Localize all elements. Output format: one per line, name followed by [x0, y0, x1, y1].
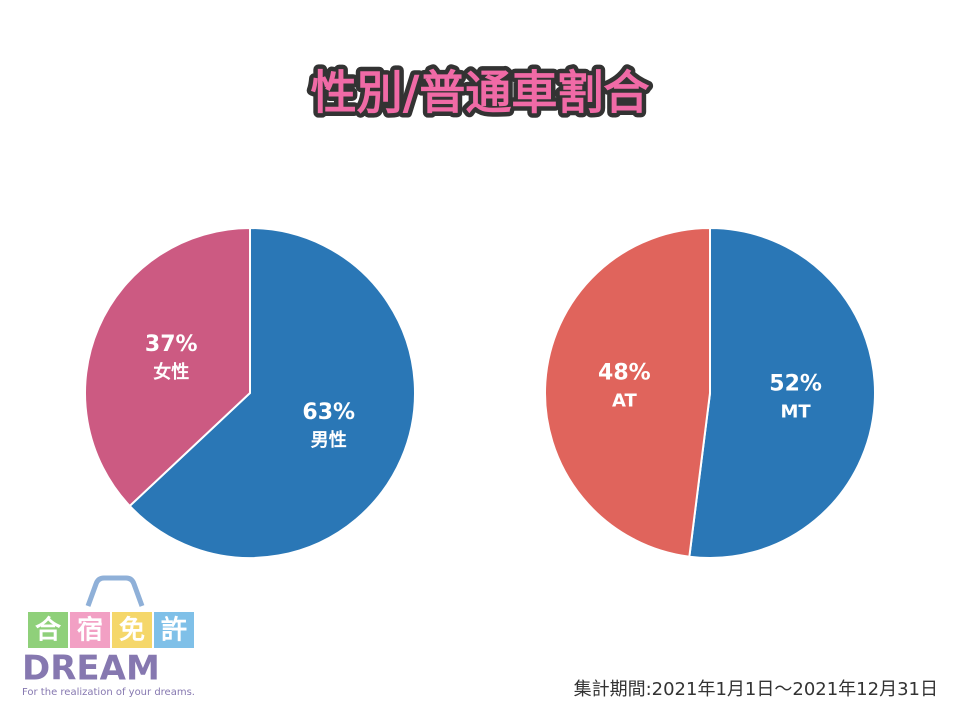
title: 性別/普通車割合 — [311, 66, 650, 120]
logo-box — [70, 612, 110, 648]
logo-tagline: For the realization of your dreams. — [22, 687, 195, 698]
logo-box — [112, 612, 152, 648]
value-label: 63% — [302, 400, 355, 425]
logo-box — [154, 612, 194, 648]
logo-char: 許 — [161, 616, 187, 646]
logo-char: 免 — [119, 615, 145, 646]
value-label: 37% — [145, 332, 198, 357]
value-label: 52% — [769, 371, 822, 396]
value-label: 48% — [598, 361, 651, 386]
category-label: AT — [612, 391, 638, 412]
period-note: 集計期間:2021年1月1日～2021年12月31日 — [574, 679, 938, 700]
logo-brand: DREAM — [22, 649, 160, 689]
pie-slice — [84, 226, 251, 508]
logo-char: 宿 — [77, 615, 103, 646]
category-label: 女性 — [153, 361, 189, 383]
pie-slice — [128, 226, 416, 559]
pie-charts: 63% 男性 37% 女性 52% MT 48% AT — [84, 226, 876, 559]
category-label: 男性 — [311, 429, 347, 451]
pie-slice — [544, 226, 711, 558]
logo-car — [85, 575, 145, 607]
logo: 合 宿 免 許 DREAM For the realization of you… — [22, 575, 195, 698]
logo-box — [28, 612, 68, 648]
category-label: MT — [781, 401, 812, 422]
logo-char: 合 — [35, 615, 62, 646]
pie-slice — [688, 226, 876, 559]
